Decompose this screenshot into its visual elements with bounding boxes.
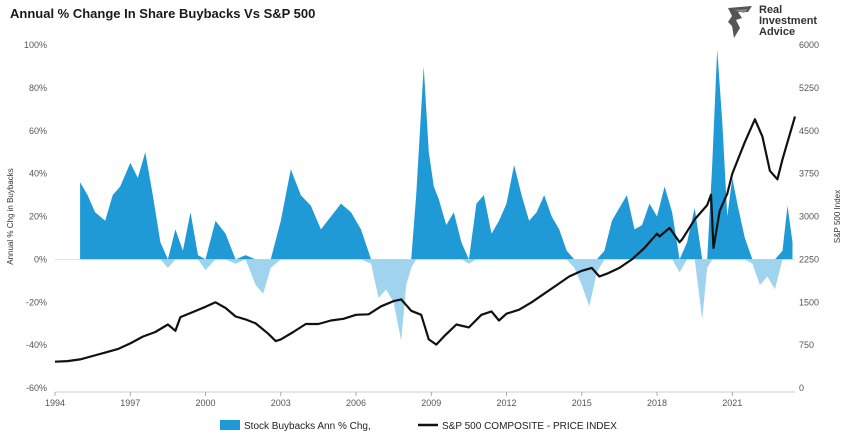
eagle-icon xyxy=(728,6,752,38)
chart-title: Annual % Change In Share Buybacks Vs S&P… xyxy=(10,6,316,21)
x-tick-label: 1997 xyxy=(120,398,140,408)
logo-line-1: Real xyxy=(759,4,783,16)
x-tick-label: 2009 xyxy=(421,398,441,408)
y-left-axis-label: Annual % Chg in Buybacks xyxy=(6,168,15,265)
y-left-tick-label: 60% xyxy=(29,126,47,136)
logo-wordmark: Real Investment Advice xyxy=(759,5,817,38)
logo-line-3: Advice xyxy=(759,26,796,38)
y-right-axis-label: S&P 500 Index xyxy=(833,190,842,243)
y-left-tick-label: 40% xyxy=(29,169,47,179)
legend-label-line: S&P 500 COMPOSITE - PRICE INDEX xyxy=(442,421,617,432)
y-right-tick-label: 0 xyxy=(799,383,804,393)
y-left-tick-label: -60% xyxy=(26,383,47,393)
y-right-tick-label: 3750 xyxy=(799,169,819,179)
legend-label-area: Stock Buybacks Ann % Chg, xyxy=(244,421,371,432)
y-left-tick-label: 80% xyxy=(29,83,47,93)
y-left-tick-label: 100% xyxy=(24,40,47,50)
sp500-line-series xyxy=(54,116,797,363)
y-left-tick-label: 20% xyxy=(29,212,47,222)
legend-swatch-area xyxy=(220,420,240,430)
x-tick-label: 2003 xyxy=(271,398,291,408)
legend: Stock Buybacks Ann % Chg, S&P 500 COMPOSI… xyxy=(220,420,617,432)
x-tick-label: 2015 xyxy=(572,398,592,408)
brand-logo: Real Investment Advice xyxy=(724,2,834,46)
y-right-tick-label: 1500 xyxy=(799,297,819,307)
x-tick-label: 2000 xyxy=(195,398,215,408)
y-right-tick-label: 6000 xyxy=(799,40,819,50)
buyback-area-positive xyxy=(80,49,793,260)
sp500-line xyxy=(54,116,797,363)
x-tick-label: 2012 xyxy=(497,398,517,408)
axes: 1994 1997 2000 2003 2006 2009 2012 2015 2018 2021… xyxy=(6,40,842,408)
logo-line-2: Investment xyxy=(759,15,818,27)
y-right-tick-label: 4500 xyxy=(799,126,819,136)
y-right-tick-label: 750 xyxy=(799,340,814,350)
y-right-tick-label: 2250 xyxy=(799,254,819,264)
x-tick-label: 2006 xyxy=(346,398,366,408)
x-tick-label: 2018 xyxy=(647,398,667,408)
x-tick-label: 1994 xyxy=(45,398,65,408)
y-right-tick-label: 5250 xyxy=(799,83,819,93)
y-left-tick-label: -40% xyxy=(26,340,47,350)
y-left-tick-label: -20% xyxy=(26,297,47,307)
buyback-area-series xyxy=(80,49,793,341)
y-left-tick-label: 0% xyxy=(34,254,47,264)
x-tick-label: 2021 xyxy=(722,398,742,408)
y-right-tick-label: 3000 xyxy=(799,212,819,222)
buyback-area-negative xyxy=(80,259,793,341)
